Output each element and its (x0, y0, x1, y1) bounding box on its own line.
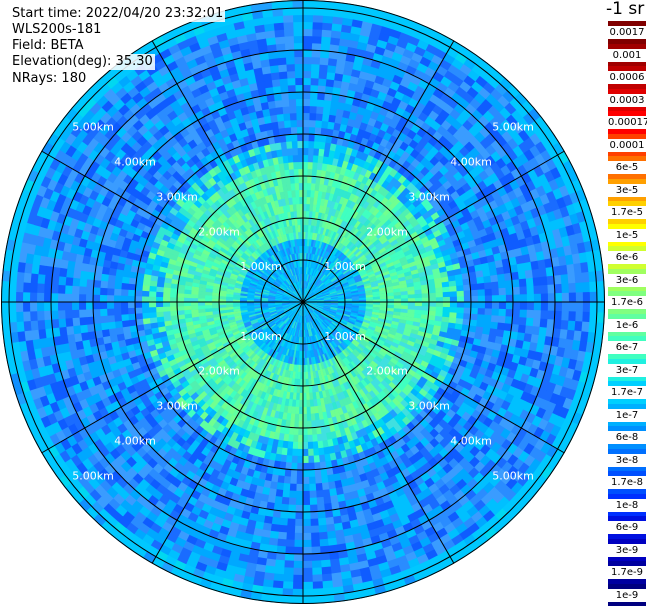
azimuth-spokes (1, 0, 605, 604)
ring-distance-label: 4.00km (114, 156, 156, 169)
elevation-label: Elevation(deg): 35.30 (10, 54, 155, 70)
colorbar-tick-label: 0.001 (608, 48, 646, 62)
colorbar-tick-label: 1.7e-6 (608, 296, 646, 309)
ring-distance-label: 2.00km (366, 365, 408, 378)
colorbar-tick-label: 3e-7 (608, 363, 646, 377)
nrays-label: NRays: 180 (10, 71, 89, 87)
colorbar-tick-label: 1e-6 (608, 318, 646, 332)
colorbar-tick-label: 6e-7 (608, 341, 646, 354)
colorbar-tick-label: 1.7e-7 (608, 386, 646, 399)
ring-distance-label: 3.00km (408, 190, 450, 203)
colorbar-tick-label: 6e-9 (608, 521, 646, 534)
ring-distance-label: 1.00km (324, 330, 366, 343)
ring-distance-label: 4.00km (114, 434, 156, 447)
colorbar-tick-label: 3e-5 (608, 183, 646, 197)
ring-distance-label: 1.00km (324, 260, 366, 273)
colorbar-tick-label: 1.7e-8 (608, 476, 646, 489)
colorbar-tick-label: 1.7e-5 (608, 206, 646, 219)
instrument-label: WLS200s-181 (10, 22, 104, 38)
colorbar-tick-label: 1e-5 (608, 228, 646, 242)
colorbar-tick-label: 0.0003 (608, 93, 646, 107)
ring-distance-label: 5.00km (492, 121, 534, 134)
ring-distance-label: 3.00km (408, 400, 450, 413)
ring-distance-label: 3.00km (156, 190, 198, 203)
colorbar-title: -1 sr (606, 0, 645, 19)
colorbar-tick-label: 3e-8 (608, 453, 646, 467)
colorbar-tick-label: 1e-7 (608, 408, 646, 422)
field-label: Field: BETA (10, 38, 86, 54)
ring-distance-label: 5.00km (72, 469, 114, 482)
radar-field (1, 0, 605, 604)
colorbar-tick-label: 1.7e-9 (608, 566, 646, 579)
ring-labels: 1.00km 1.00km 1.00km 1.00km 2.00km 2.00km 2.00… (72, 121, 534, 483)
colorbar-tick-label: 3e-6 (608, 273, 646, 287)
colorbar-tick-label: 6e-6 (608, 251, 646, 264)
colorbar-tick-label: 6e-8 (608, 431, 646, 444)
ring-distance-label: 4.00km (450, 434, 492, 447)
azimuth-spoke (41, 150, 565, 454)
ring-distance-label: 1.00km (240, 330, 282, 343)
ring-distance-label: 2.00km (198, 225, 240, 238)
start-time-label: Start time: 2022/04/20 23:32:01 (10, 6, 226, 22)
ring-distance-label: 5.00km (72, 121, 114, 134)
colorbar-tick-label: 0.0001 (608, 138, 646, 152)
ring-distance-label: 3.00km (156, 400, 198, 413)
colorbar-tick-label: 0.0017 (608, 26, 646, 39)
ring-distance-label: 2.00km (198, 365, 240, 378)
colorbar-tick-label: 0.0006 (608, 71, 646, 84)
colorbar-tick-label: 1e-8 (608, 498, 646, 512)
ring-distance-label: 5.00km (492, 469, 534, 482)
ring-distance-label: 1.00km (240, 260, 282, 273)
ring-distance-label: 2.00km (366, 225, 408, 238)
colorbar-tick-label: 3e-9 (608, 543, 646, 557)
ring-distance-label: 4.00km (450, 156, 492, 169)
colorbar-tick-label: 6e-5 (608, 161, 646, 174)
colorbar-tick-label: 0.00017 (608, 116, 647, 129)
colorbar-tick-label: 1e-9 (608, 588, 646, 602)
